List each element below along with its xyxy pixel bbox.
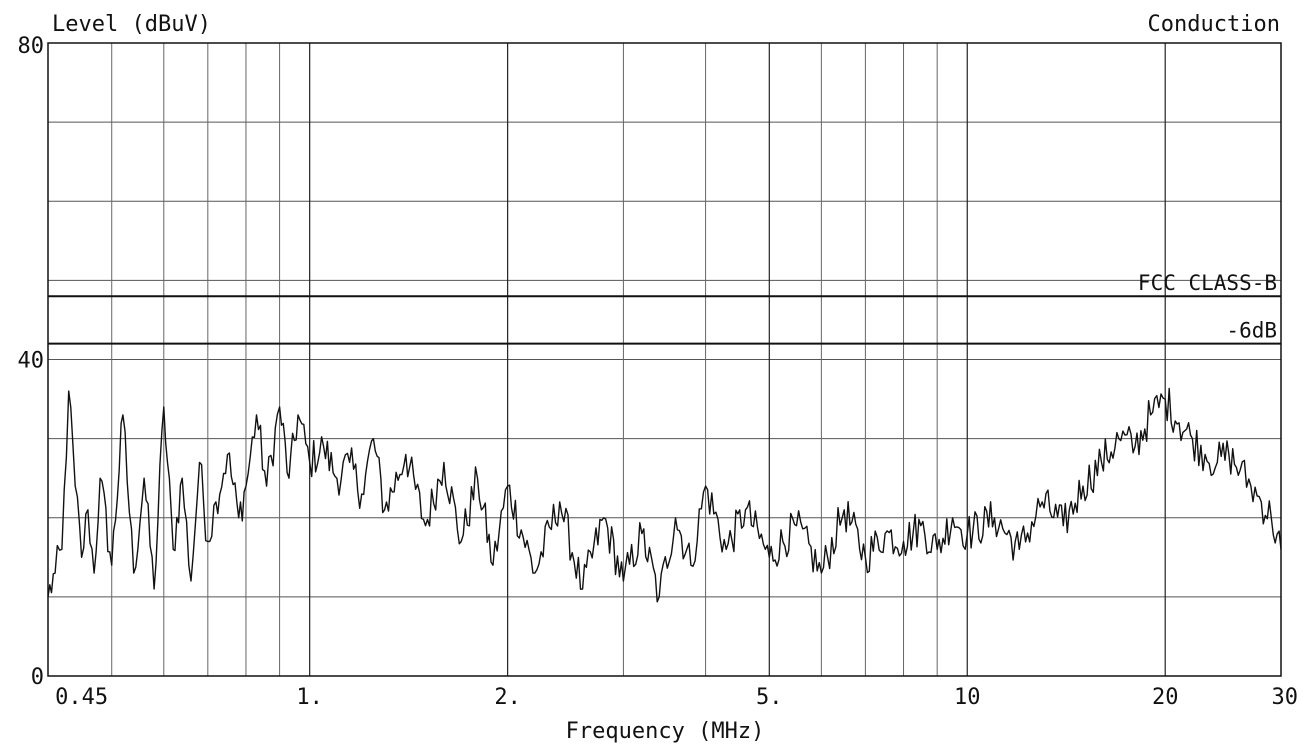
chart-title: Conduction: [1148, 12, 1280, 37]
minor-grid: [48, 43, 1281, 676]
x-tick-labels: 0.45 1. 2. 5. 10 20 30: [55, 685, 1298, 710]
x-tick-label: 1.: [296, 685, 323, 710]
limit-line-label: FCC CLASS-B: [1138, 271, 1277, 295]
x-tick-label: 0.45: [55, 685, 108, 710]
x-tick-label: 20: [1152, 685, 1179, 710]
limit-lines: FCC CLASS-B -6dB: [48, 271, 1281, 345]
plot-frame: [47, 42, 1282, 677]
limit-line-label: -6dB: [1226, 319, 1277, 343]
x-tick-label: 10: [954, 685, 981, 710]
series-layer: [47, 387, 1282, 603]
y-axis-label: Level (dBuV): [52, 12, 211, 37]
y-tick-label: 40: [18, 349, 45, 374]
level-trace: [47, 387, 1282, 603]
y-tick-label: 80: [18, 34, 45, 59]
major-grid: [309, 43, 1166, 676]
x-tick-label: 2.: [494, 685, 521, 710]
x-tick-label: 30: [1272, 685, 1299, 710]
y-tick-labels: 0 40 80: [18, 34, 45, 690]
x-tick-label: 5.: [756, 685, 783, 710]
x-axis-label: Frequency (MHz): [566, 719, 765, 744]
y-tick-label: 0: [31, 665, 44, 690]
